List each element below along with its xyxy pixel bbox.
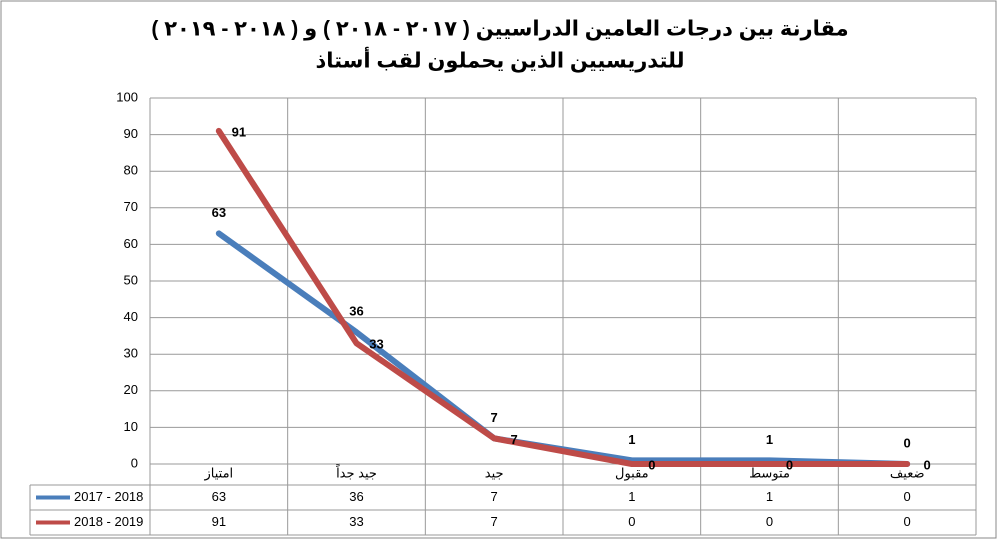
x-tick-label: متوسط [749,465,790,481]
y-tick-label: 60 [124,236,138,251]
data-label: 33 [369,337,383,352]
y-tick-label: 10 [124,419,138,434]
table-value: 33 [349,514,363,529]
data-label: 7 [491,410,498,425]
table-value: 36 [349,489,363,504]
legend-label: 2017 - 2018 [74,489,143,504]
y-tick-label: 90 [124,126,138,141]
data-label: 91 [232,124,246,139]
data-label: 1 [766,432,773,447]
x-tick-label: جيد [485,465,504,480]
data-label: 0 [648,457,655,472]
chart-subtitle: للتدريسيين الذين يحملون لقب أستاذ [316,46,685,73]
table-value: 1 [628,489,635,504]
x-tick-label: جيد جداً [336,464,377,481]
table-value: 0 [766,514,773,529]
y-tick-label: 20 [124,382,138,397]
table-value: 1 [766,489,773,504]
x-tick-label: ضعيف [890,465,925,480]
data-label: 0 [924,457,931,472]
y-tick-label: 50 [124,272,138,287]
y-tick-label: 80 [124,163,138,178]
y-tick-label: 30 [124,346,138,361]
chart-title: مقارنة بين درجات العامين الدراسيين ( ٢٠١… [151,18,848,41]
y-tick-label: 0 [131,455,138,470]
table-value: 63 [212,489,226,504]
series-line [215,127,911,467]
table-value: 7 [491,489,498,504]
data-label: 0 [786,457,793,472]
table-value: 0 [628,514,635,529]
y-tick-label: 100 [116,89,138,104]
data-label: 0 [904,435,911,450]
table-value: 91 [212,514,226,529]
table-value: 7 [491,514,498,529]
table-value: 0 [904,489,911,504]
y-tick-label: 70 [124,199,138,214]
x-tick-label: مقبول [615,465,649,481]
table-value: 0 [904,514,911,529]
x-tick-label: امتياز [203,465,233,481]
data-label: 63 [212,205,226,220]
data-label: 1 [628,432,635,447]
legend-label: 2018 - 2019 [74,514,143,529]
data-label: 7 [511,432,518,447]
data-label: 36 [349,304,363,319]
y-tick-label: 40 [124,309,138,324]
